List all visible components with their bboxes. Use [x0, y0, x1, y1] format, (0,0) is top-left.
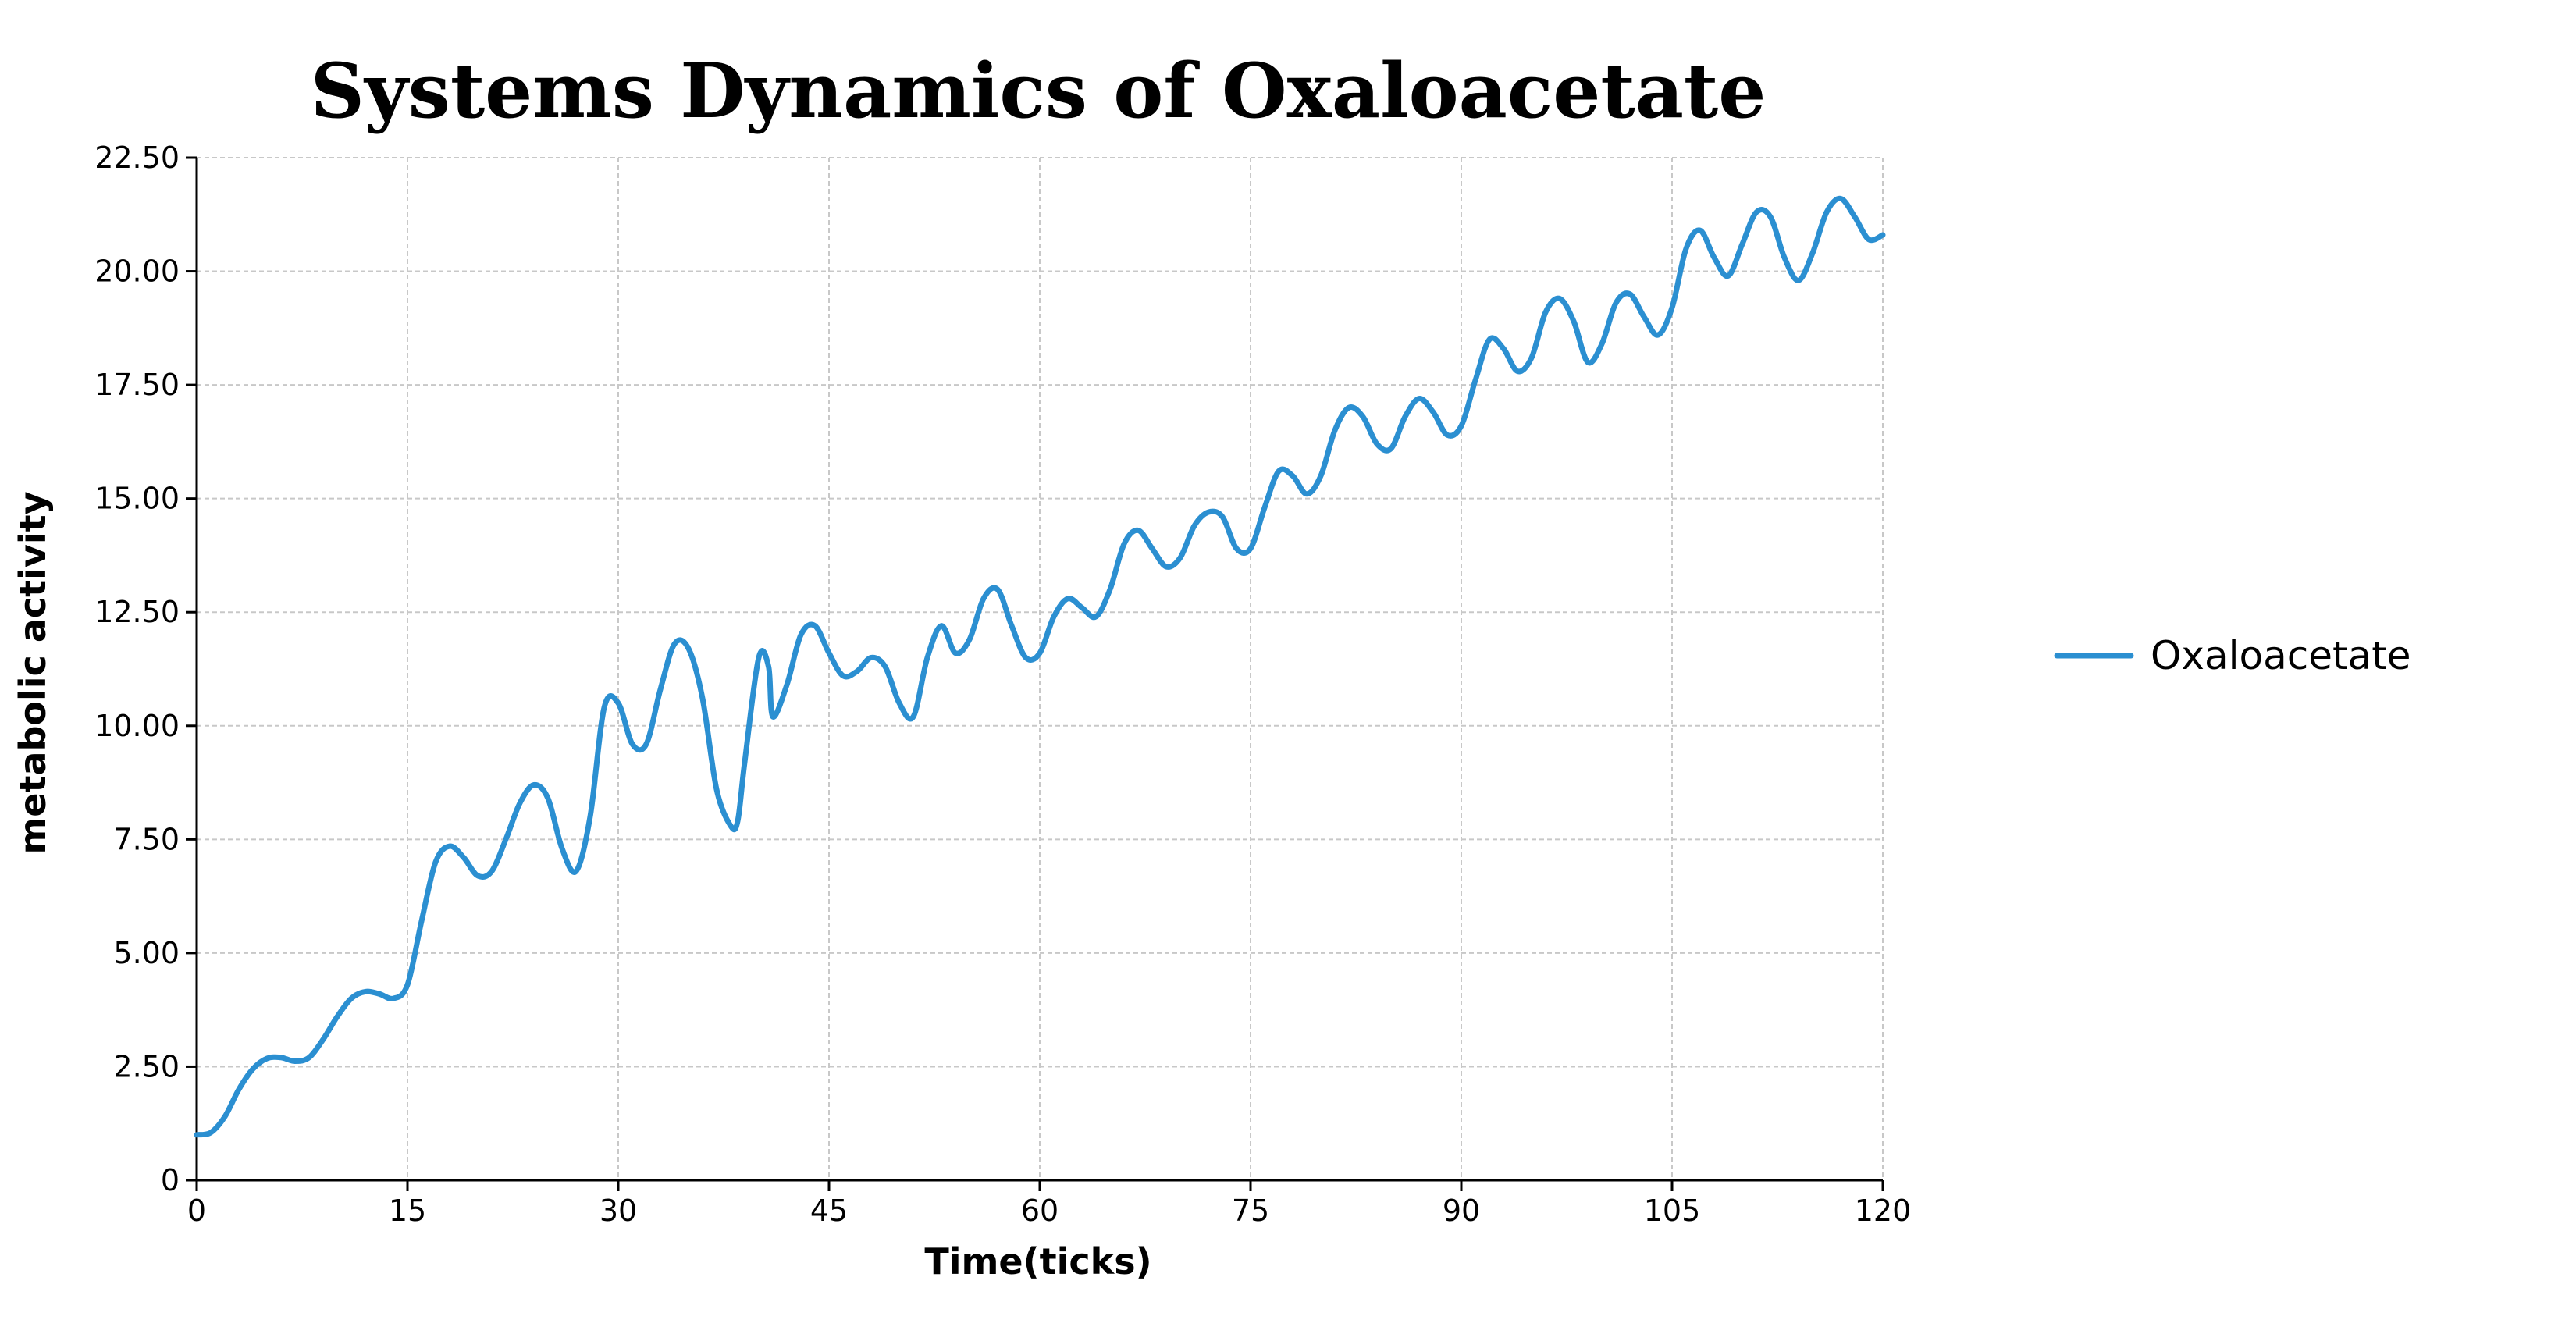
x-tick-label: 90: [1443, 1194, 1480, 1228]
y-tick-label: 22.50: [94, 141, 180, 175]
axes: [186, 156, 1884, 1191]
x-axis-title: Time(ticks): [924, 1240, 1151, 1283]
chart-title: Systems Dynamics of Oxaloacetate: [311, 47, 1767, 135]
y-tick-label: 10.00: [94, 709, 180, 743]
grid: [197, 157, 1884, 1180]
y-tick-label: 15.00: [94, 482, 180, 516]
y-tick-label: 7.50: [113, 822, 180, 856]
y-tick-label: 5.00: [113, 936, 180, 970]
y-tick-label: 17.50: [94, 368, 180, 402]
tick-labels: 0 15 30 45 60 75 90 105 120 0 2.50 5.00 7.50 10.00 12.…: [94, 141, 1911, 1228]
y-tick-label: 0: [161, 1163, 180, 1197]
y-tick-label: 12.50: [94, 595, 180, 629]
x-tick-label: 15: [389, 1194, 426, 1228]
legend-label-oxaloacetate: Oxaloacetate: [2151, 633, 2411, 678]
x-tick-label: 120: [1855, 1194, 1912, 1228]
x-tick-label: 75: [1232, 1194, 1269, 1228]
x-tick-label: 0: [187, 1194, 206, 1228]
x-tick-label: 30: [600, 1194, 637, 1228]
x-tick-label: 105: [1644, 1194, 1701, 1228]
y-axis-title: metabolic activity: [12, 491, 54, 854]
series-line-oxaloacetate: [194, 195, 1886, 1138]
y-tick-label: 20.00: [94, 254, 180, 289]
legend: Oxaloacetate: [2054, 633, 2411, 678]
x-tick-label: 45: [810, 1194, 848, 1228]
x-tick-label: 60: [1021, 1194, 1059, 1228]
y-tick-label: 2.50: [113, 1049, 180, 1083]
